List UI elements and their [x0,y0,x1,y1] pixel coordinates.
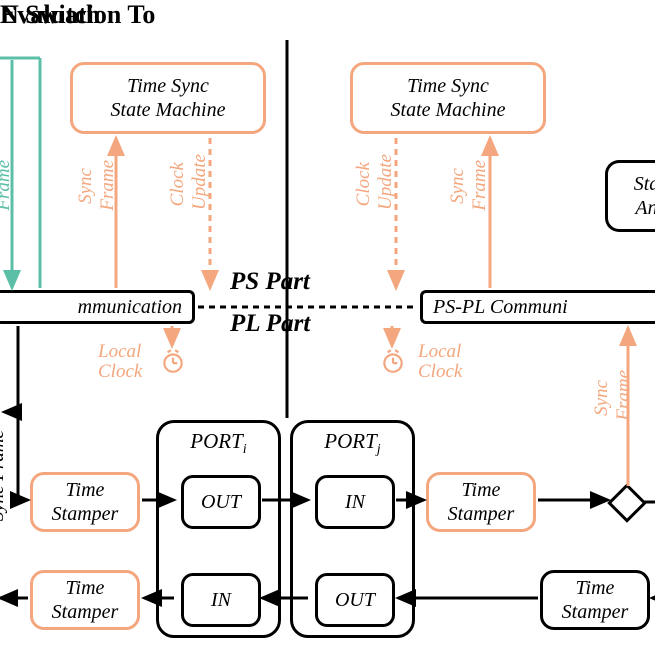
tsm-left-text: Time SyncState Machine [111,74,226,122]
vlabel-update-l: Update [190,154,209,210]
comm-right-text: PS-PL Communi [433,296,568,319]
vlabel-clock-l: Clock [168,162,187,206]
label-ps-part: PS Part [230,268,310,296]
port-j-out: OUT [315,573,395,627]
port-j-title: PORTj [293,429,412,458]
node-ts4: TimeStamper [540,570,650,630]
vlabel-sync-l: Sync [76,168,95,204]
ts4-text: TimeStamper [562,576,629,624]
title-right: Evaluation To [0,0,155,30]
port-i-group: PORTi OUT IN [156,420,281,638]
ts2-text: TimeStamper [52,576,119,624]
vlabel-frame-l: Frame [98,160,117,211]
port-j-in: IN [315,475,395,529]
node-tsm-left: Time SyncState Machine [70,62,266,134]
diamond-node [607,483,647,523]
port-j-group: PORTj IN OUT [290,420,415,638]
node-ts3: TimeStamper [426,472,536,532]
vlabel-syncframe-left: Sync Frame [0,430,7,521]
ts1-text: TimeStamper [52,478,119,526]
bar-comm-left: mmunication [0,290,195,324]
ts3-text: TimeStamper [448,478,515,526]
clock-icon-left [160,348,186,374]
port-i-in: IN [181,573,261,627]
clock-icon-right [380,348,406,374]
label-local-clock-right: Local Clock [418,342,462,382]
node-ts2: TimeStamper [30,570,140,630]
vlabel-frame-r: Frame [470,160,489,211]
port-i-out: OUT [181,475,261,529]
vlabel-update-r: Update [376,154,395,210]
comm-left-text: mmunication [78,296,182,319]
vlabel-frame-r2: Frame [614,370,633,421]
vlabel-sync-r2: Sync [592,380,611,416]
tsm-right-text: Time SyncState Machine [391,74,506,122]
vlabel-sync-r: Sync [448,168,467,204]
label-local-clock-left: Local Clock [98,342,142,382]
node-ts1: TimeStamper [30,472,140,532]
node-stat: StaAn [605,160,655,232]
node-tsm-right: Time SyncState Machine [350,62,546,134]
bar-comm-right: PS-PL Communi [420,290,655,324]
port-i-title: PORTi [159,429,278,458]
vlabel-clock-r: Clock [354,162,373,206]
stat-text: StaAn [634,172,655,220]
vlabel-frame-teal: Frame [0,160,13,211]
label-pl-part: PL Part [230,310,310,338]
